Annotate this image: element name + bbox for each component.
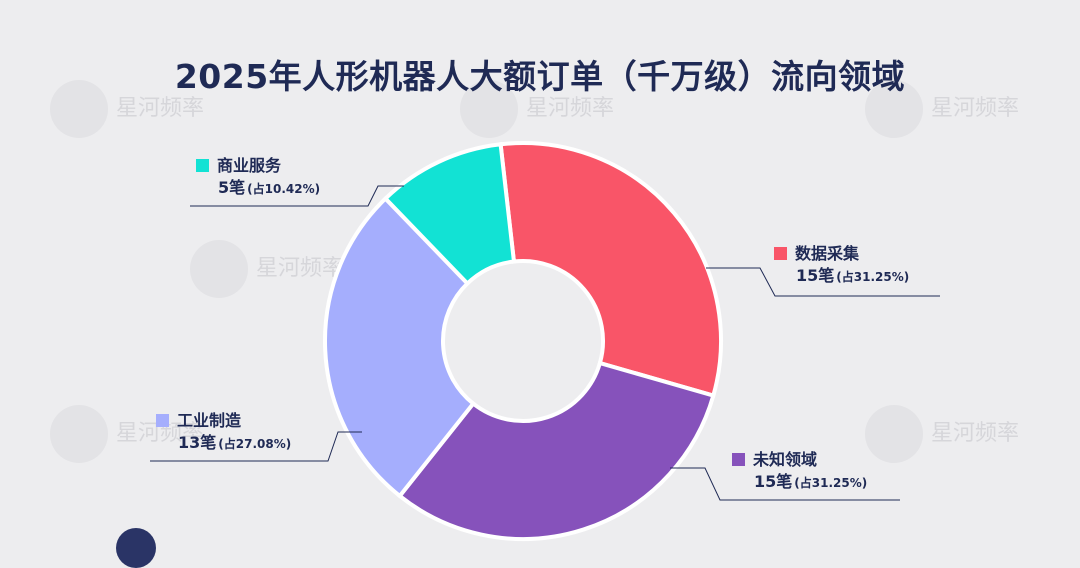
legend-swatch: [732, 453, 745, 466]
watermark: 星河频率: [50, 405, 204, 463]
label-unknown-domain: 未知领域 15笔 (占31.25%): [732, 449, 867, 494]
label-commercial-service: 商业服务 5笔 (占10.42%): [196, 155, 320, 200]
leader-line-data-collection: [706, 267, 940, 297]
watermark: 星河频率: [865, 80, 1019, 138]
slice-industrial-manufacturing: [323, 195, 477, 499]
slice-data-collection: [498, 141, 723, 399]
leader-line-commercial: [190, 185, 404, 207]
label-data-collection: 数据采集 15笔 (占31.25%): [774, 243, 909, 288]
watermark: 星河频率: [460, 80, 614, 138]
donut-chart: [150, 141, 940, 541]
legend-swatch: [196, 159, 209, 172]
corner-badge: [116, 528, 156, 568]
legend-swatch: [156, 414, 169, 427]
leader-line-unknown: [670, 467, 900, 501]
legend-swatch: [774, 247, 787, 260]
label-industrial-manufacturing: 工业制造 13笔 (占27.08%): [156, 410, 291, 455]
slice-commercial-service: [382, 142, 517, 287]
slice-unknown-domain: [396, 360, 716, 541]
watermark: 星河频率: [865, 405, 1019, 463]
chart-title: 2025年人形机器人大额订单（千万级）流向领域: [174, 57, 906, 96]
watermark: 星河频率: [50, 80, 204, 138]
watermark: 星河频率: [190, 240, 344, 298]
leader-line-industrial: [150, 431, 362, 462]
